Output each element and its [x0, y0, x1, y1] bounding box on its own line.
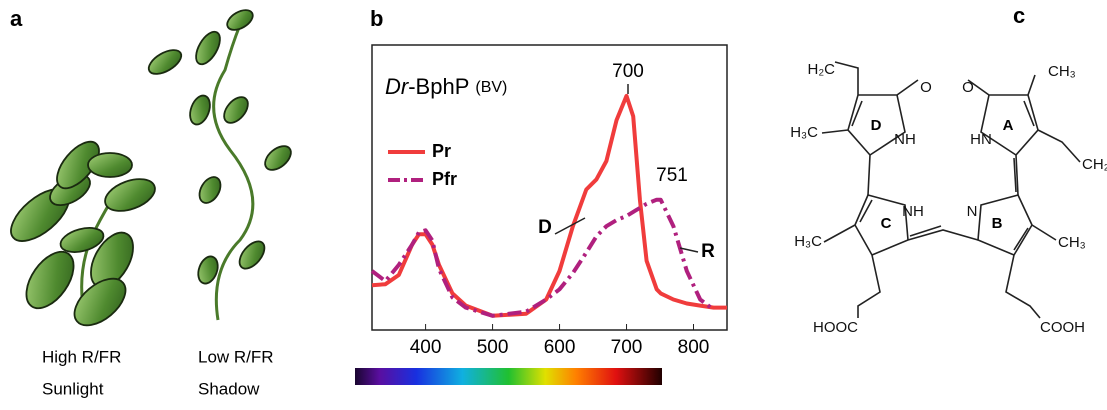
- atom-label: H₃C: [790, 124, 818, 141]
- title-part: -BphP: [408, 74, 469, 99]
- x-tick-label: 800: [678, 337, 710, 358]
- stem: [212, 24, 255, 321]
- leaf: [73, 277, 127, 327]
- legend-label: Pfr: [432, 169, 457, 189]
- annotation-line: [554, 217, 586, 235]
- series-line: [371, 93, 727, 318]
- x-tick-label: 600: [544, 337, 576, 358]
- chart-title: Dr-BphP (BV): [385, 74, 507, 99]
- plant-label: Sunlight: [42, 379, 104, 398]
- x-tick-label: 500: [477, 337, 509, 358]
- leaf: [147, 49, 183, 75]
- panel-label: a: [10, 6, 23, 31]
- chart-subtitle: (BV): [475, 79, 507, 96]
- panel-label: c: [1013, 3, 1025, 28]
- annotation: 751: [656, 165, 688, 186]
- atom-label: CH₂: [1082, 156, 1107, 173]
- bond: [821, 61, 919, 196]
- leaf: [198, 176, 222, 204]
- leaf: [189, 94, 211, 126]
- absorption-chart: Dr-BphP (BV) 400 500 600 700 800 Pr Pfr 700 751 D R: [355, 44, 728, 385]
- plant-label: Low R/FR: [198, 347, 274, 366]
- leaf: [223, 96, 249, 124]
- series-line: [370, 197, 715, 318]
- ring-label: A: [1003, 117, 1014, 134]
- panel-label: b: [370, 6, 383, 31]
- atom-label: O: [962, 79, 974, 96]
- bond: [967, 74, 1081, 196]
- annotation: R: [701, 241, 715, 262]
- molecule: H₂C O O CH₃ H₃C NH HN CH₂ NH N H₃C CH₃ HOOC COOH D A C B: [790, 61, 1107, 336]
- annotation: D: [538, 217, 552, 238]
- annotation-line: [679, 247, 699, 253]
- leaf: [197, 255, 219, 285]
- leaf: [56, 140, 100, 190]
- leaf: [264, 145, 292, 171]
- ring-label: B: [992, 215, 1003, 232]
- title-part: Dr: [385, 74, 410, 99]
- bond: [823, 194, 979, 318]
- leaf: [226, 9, 254, 31]
- atom-label: NH: [902, 203, 924, 220]
- leaf: [87, 152, 133, 178]
- atom-label: H₃C: [794, 233, 822, 250]
- x-tick-label: 700: [611, 337, 643, 358]
- spectrum-bar: [355, 368, 662, 385]
- plant-label: High R/FR: [42, 347, 121, 366]
- atom-label: CH₃: [1048, 63, 1076, 80]
- annotation: 700: [612, 61, 644, 82]
- atom-label: COOH: [1040, 319, 1085, 336]
- atom-label: HN: [970, 131, 992, 148]
- leaf: [59, 227, 105, 253]
- ring-label: D: [871, 117, 882, 134]
- plot-frame: [371, 44, 728, 331]
- leaf: [238, 240, 266, 270]
- leaf: [104, 178, 156, 212]
- atom-label: HOOC: [813, 319, 858, 336]
- atom-label: N: [967, 203, 978, 220]
- ring-label: C: [881, 215, 892, 232]
- leaf: [25, 250, 75, 310]
- atom-label: CH₃: [1058, 234, 1086, 251]
- atom-label: H₂C: [808, 61, 836, 78]
- plants: High R/FR Sunlight Low R/FR Shadow: [10, 9, 292, 398]
- leaf: [195, 30, 221, 66]
- bond: [977, 194, 1057, 319]
- plant-label: Shadow: [198, 379, 260, 398]
- x-tick-label: 400: [410, 337, 442, 358]
- atom-label: O: [920, 79, 932, 96]
- legend-label: Pr: [432, 141, 451, 161]
- atom-label: NH: [894, 131, 916, 148]
